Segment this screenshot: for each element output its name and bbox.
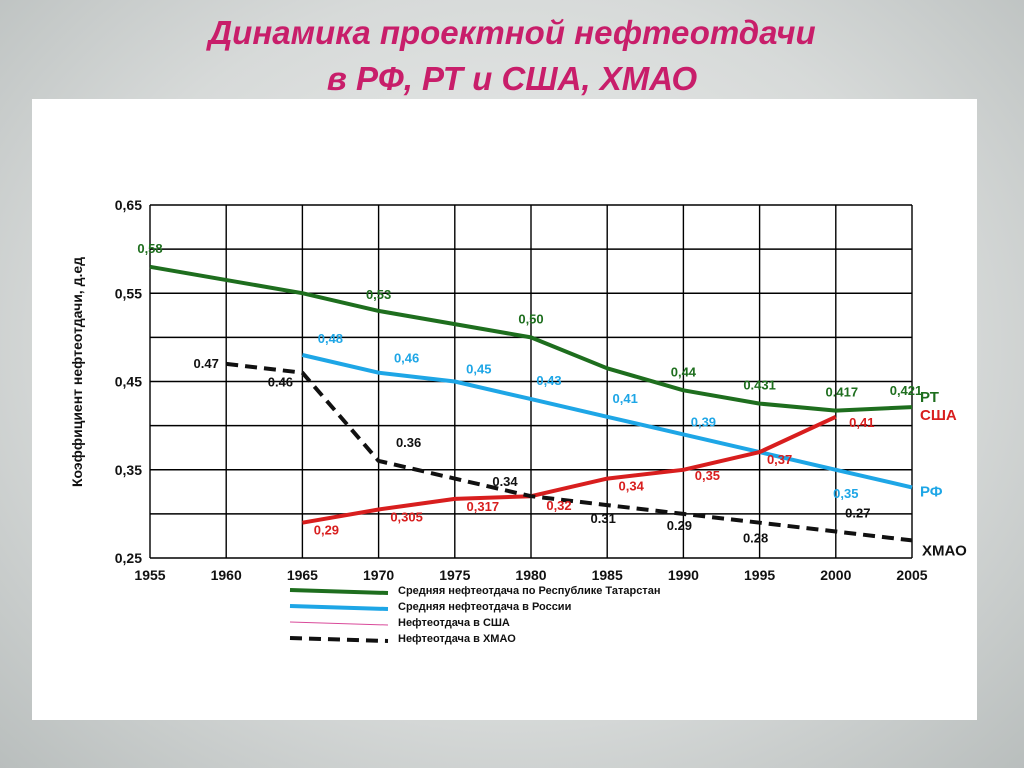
y-axis-label: Коэффициент нефтеотдачи, д.ед — [69, 257, 85, 487]
y-tick-label: 0,65 — [115, 197, 142, 213]
x-tick-label: 1960 — [211, 567, 242, 583]
data-label: 0.46 — [268, 375, 293, 390]
series-name-label: РТ — [920, 389, 939, 406]
data-label: 0,29 — [314, 523, 339, 538]
x-tick-label: 2000 — [820, 567, 851, 583]
x-tick-label: 2005 — [896, 567, 927, 583]
legend-entry: Нефтеотдача в ХМАО — [398, 633, 516, 645]
series-line-ХМАО — [225, 361, 913, 543]
y-tick-label: 0,55 — [115, 285, 142, 301]
data-label: 0.417 — [826, 385, 859, 400]
x-tick-label: 1980 — [515, 567, 546, 583]
data-label: 0,37 — [767, 452, 792, 467]
data-label: 0,421 — [890, 383, 923, 398]
data-label: 0,32 — [546, 498, 571, 513]
legend-entry: Средняя нефтеотдача по Республике Татарс… — [398, 585, 660, 597]
x-tick-label: 1990 — [668, 567, 699, 583]
data-label: 0,45 — [466, 362, 491, 377]
x-tick-label: 1955 — [134, 567, 165, 583]
chart-ticks: 1955 1960 1965 1970 1975 1980 1985 1990 1995 2000… — [115, 197, 928, 583]
series-line-РТ — [149, 264, 913, 413]
legend-swatch — [289, 636, 389, 643]
data-label: 0,41 — [849, 415, 874, 430]
legend-swatch — [289, 604, 389, 611]
data-label: 0,46 — [394, 351, 419, 366]
x-tick-label: 1985 — [592, 567, 623, 583]
chart-grid — [149, 204, 913, 559]
legend-entry: Средняя нефтеотдача в России — [398, 601, 571, 613]
data-label: 0,48 — [318, 331, 343, 346]
data-label: 0.34 — [492, 474, 518, 489]
x-tick-label: 1995 — [744, 567, 775, 583]
x-tick-label: 1965 — [287, 567, 318, 583]
data-label: 0,53 — [366, 287, 391, 302]
series-name-label: РФ — [920, 483, 943, 500]
chart-legend: Средняя нефтеотдача по Республике Татарс… — [289, 585, 660, 645]
data-label: 0.28 — [743, 531, 768, 546]
legend-swatch — [289, 621, 389, 626]
data-label: 0.31 — [591, 511, 616, 526]
data-label: 0,305 — [390, 509, 423, 524]
slide-title: Динамика проектной нефтеотдачи в РФ, РТ … — [0, 10, 1024, 102]
series-name-label: ХМАО — [922, 542, 967, 559]
data-label: 0,58 — [137, 241, 162, 256]
data-label: 0,34 — [619, 479, 645, 494]
y-tick-label: 0,25 — [115, 550, 142, 566]
data-label: 0.431 — [743, 378, 776, 393]
slide-title-line-2: в РФ, РТ и США, ХМАО — [326, 60, 698, 97]
legend-swatch — [289, 588, 389, 595]
chart-series — [149, 264, 913, 543]
data-label: 0,50 — [518, 311, 543, 326]
data-label: 0.27 — [845, 506, 870, 521]
data-label: 0.29 — [667, 518, 692, 533]
data-label: 0,44 — [671, 364, 697, 379]
data-label: 0,35 — [833, 486, 858, 501]
x-tick-label: 1970 — [363, 567, 394, 583]
slide-title-line-1: Динамика проектной нефтеотдачи — [208, 14, 816, 51]
data-label: 0,317 — [467, 499, 500, 514]
data-label: 0,43 — [536, 373, 561, 388]
data-label: 0,39 — [691, 414, 716, 429]
y-tick-label: 0,45 — [115, 374, 142, 390]
series-line-США — [302, 414, 837, 525]
series-line-РФ — [301, 353, 913, 490]
series-name-label: США — [920, 407, 957, 424]
data-label: 0.36 — [396, 435, 421, 450]
legend-entry: Нефтеотдача в США — [398, 617, 510, 629]
x-tick-label: 1975 — [439, 567, 470, 583]
data-label: 0.47 — [194, 356, 219, 371]
data-label: 0,41 — [613, 391, 638, 406]
data-label: 0,35 — [695, 468, 720, 483]
y-tick-label: 0,35 — [115, 462, 142, 478]
